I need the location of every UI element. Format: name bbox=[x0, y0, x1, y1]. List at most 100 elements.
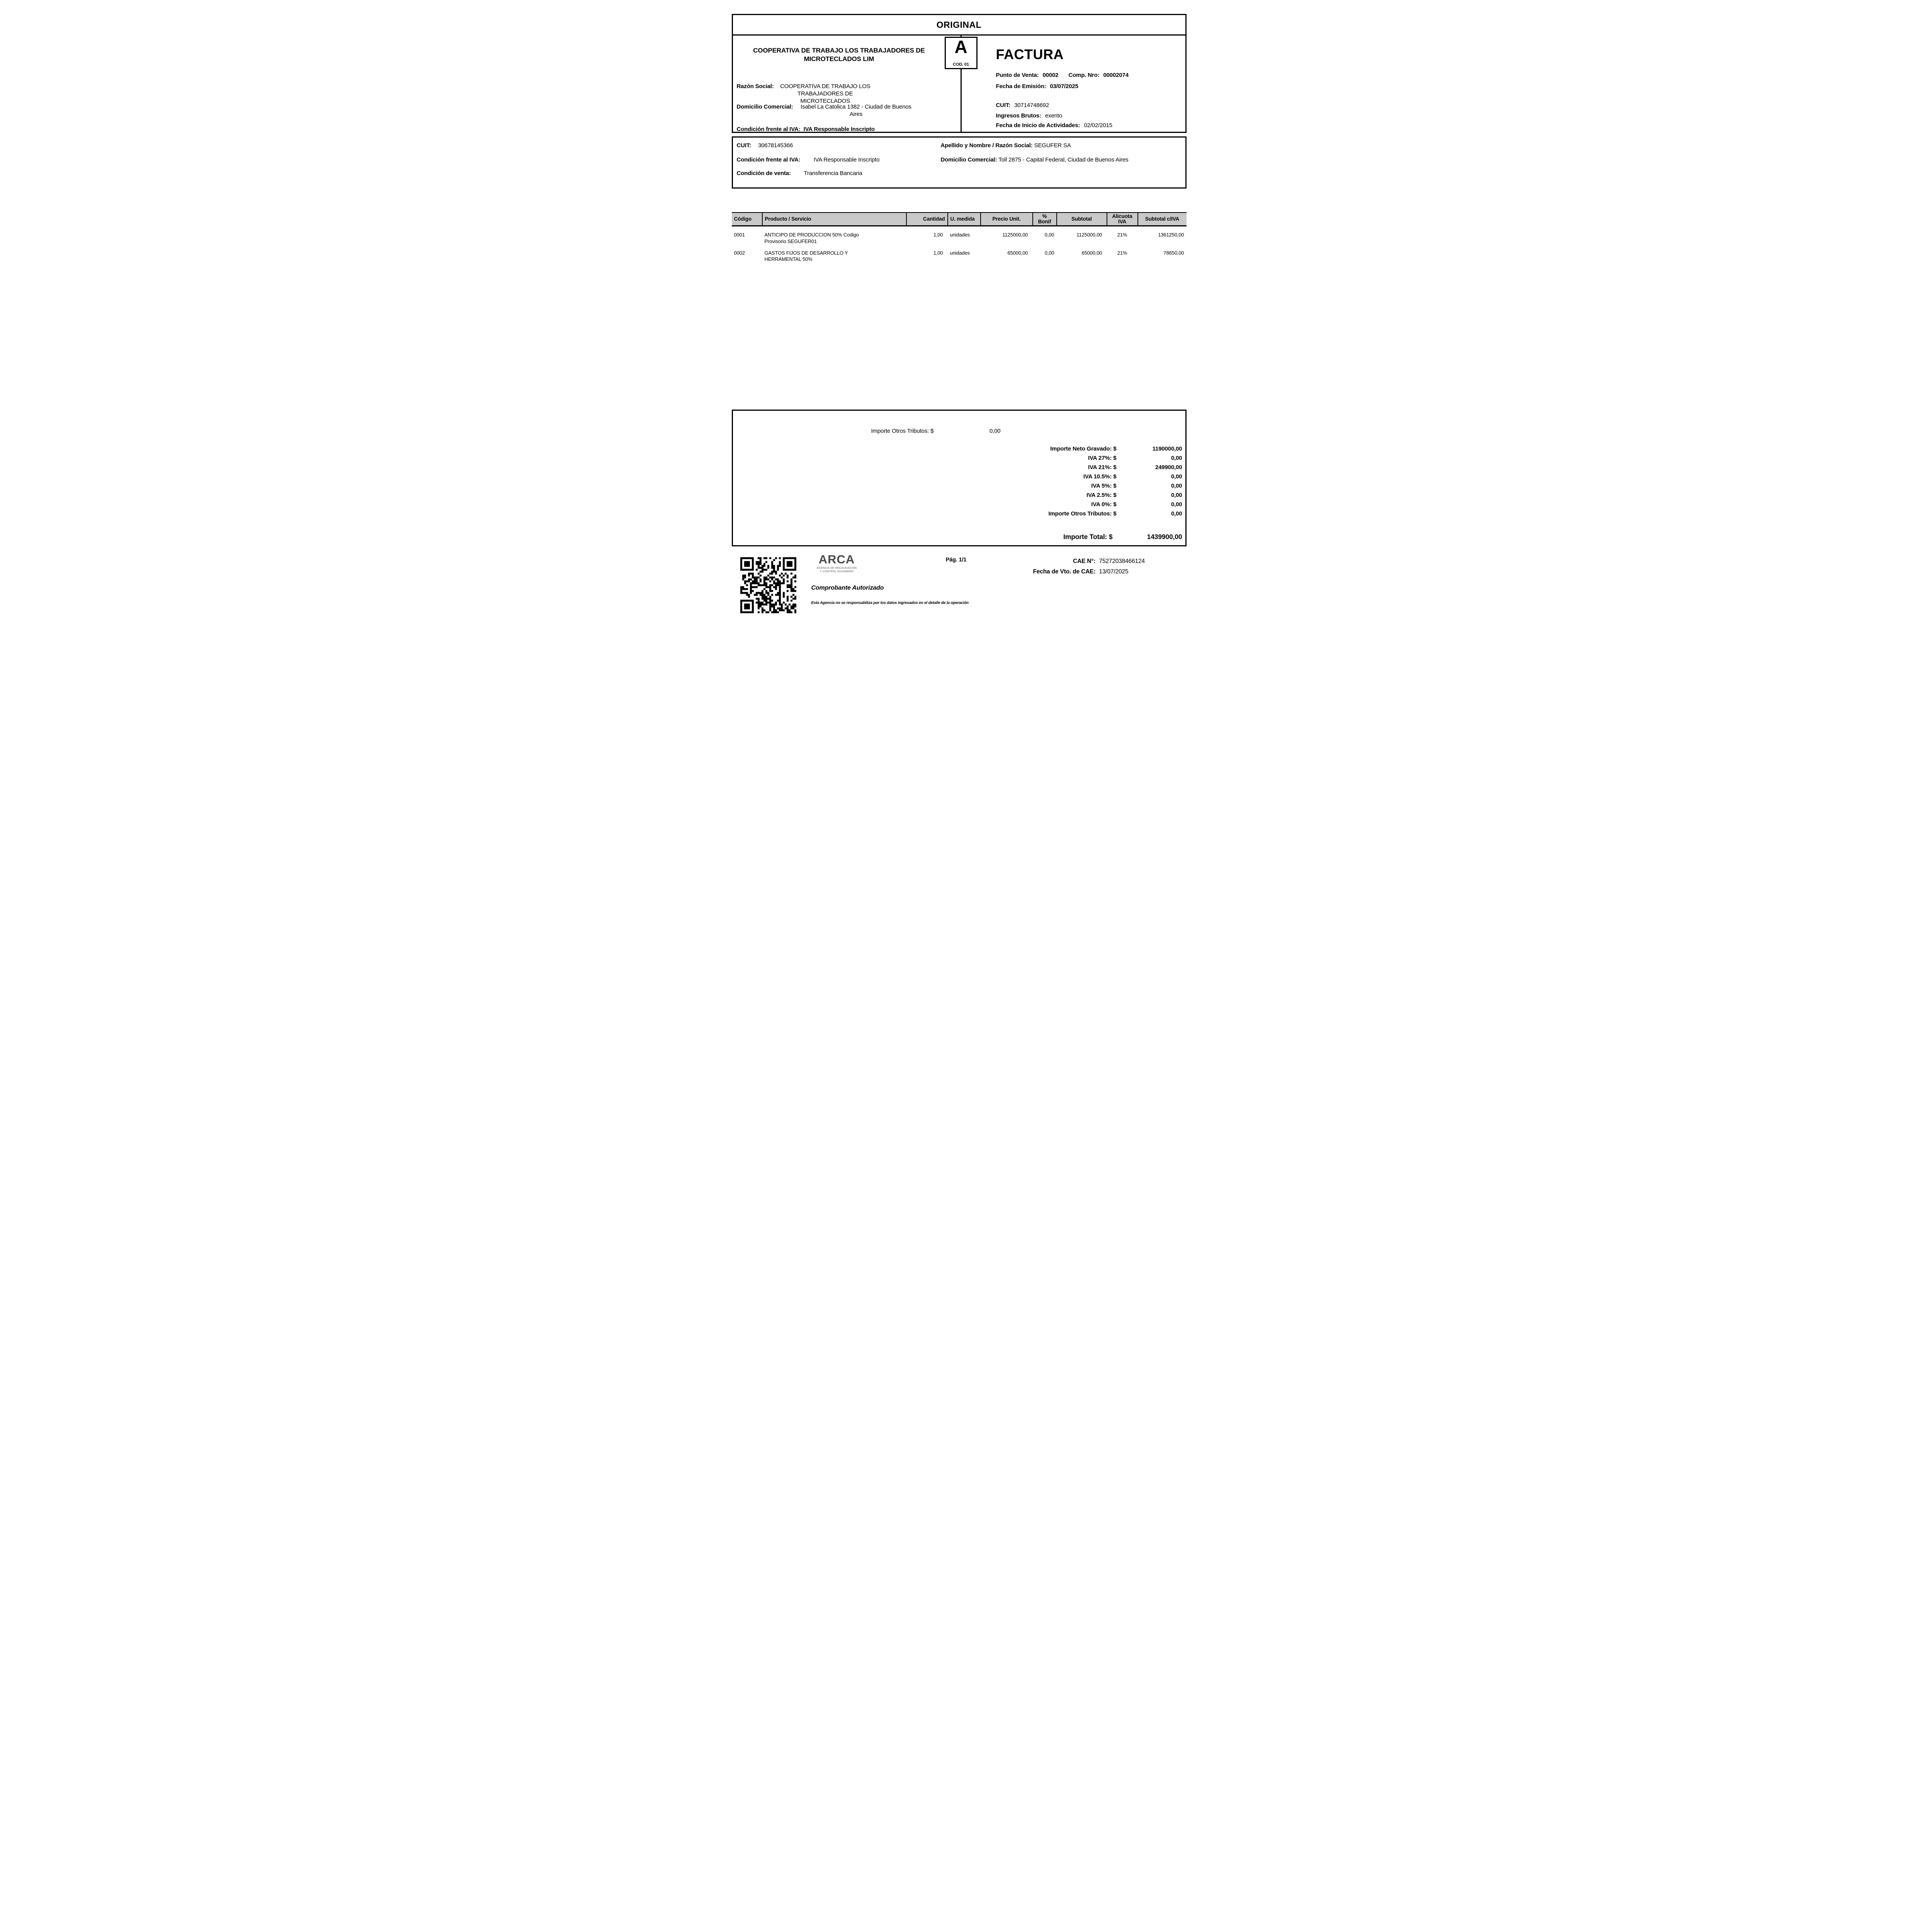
item-subtotal-iva: 1361250,00 bbox=[1158, 232, 1184, 238]
customer-name-label: Apellido y Nombre / Razón Social: bbox=[940, 142, 1033, 149]
header-u-medida: U. medida bbox=[947, 212, 981, 227]
total-row-value: 0,00 bbox=[1171, 501, 1182, 508]
ingresos-brutos-row: Ingresos Brutos: exento bbox=[996, 112, 1063, 119]
seller-razon-social-row: Razón Social: COOPERATIVA DE TRABAJO LOS… bbox=[737, 83, 874, 105]
customer-domicilio-label: Domicilio Comercial: bbox=[940, 156, 997, 163]
totals-grid: Importe Neto Gravado: $ 1190000,00 IVA 27… bbox=[1048, 446, 1182, 517]
cae-value: 75272038466124 bbox=[1099, 558, 1145, 565]
item-producto: GASTOS FIJOS DE DESARROLLO Y HERRAMENTAL… bbox=[764, 250, 848, 262]
item-u-medida: unidades bbox=[950, 232, 970, 238]
total-row-label: IVA 5%: $ bbox=[1091, 483, 1117, 489]
seller-domicilio-row: Domicilio Comercial: Isabel La Catolica … bbox=[737, 104, 916, 118]
total-row-value: 0,00 bbox=[1171, 473, 1182, 480]
importe-total-label: Importe Total: $ bbox=[1063, 533, 1113, 541]
item-cantidad: 1,00 bbox=[933, 232, 943, 238]
ingresos-brutos-value: exento bbox=[1045, 112, 1063, 119]
seller-company-name: COOPERATIVA DE TRABAJO LOS TRABAJADORES … bbox=[753, 47, 925, 63]
seller-cuit-value: 30714748692 bbox=[1014, 102, 1049, 109]
total-row-value: 0,00 bbox=[1171, 492, 1182, 498]
comprobante-autorizado: Comprobante Autorizado bbox=[811, 585, 884, 591]
total-row-label: IVA 2.5%: $ bbox=[1086, 492, 1117, 498]
total-row-label: Importe Otros Tributos: $ bbox=[1048, 510, 1117, 517]
item-bonif: 0,00 bbox=[1044, 250, 1054, 256]
customer-cuit: CUIT: 30678145366 bbox=[737, 142, 793, 149]
fecha-emision-row: Fecha de Emisión: 03/07/2025 bbox=[996, 83, 1078, 90]
header-bonif: % Bonif bbox=[1032, 212, 1057, 227]
punto-venta-label: Punto de Venta: bbox=[996, 72, 1039, 78]
arca-logo-subtitle-line1: AGENCIA DE RECAUDACIÓN bbox=[816, 567, 857, 570]
item-bonif: 0,00 bbox=[1044, 232, 1054, 238]
domicilio-label: Domicilio Comercial: bbox=[736, 104, 793, 110]
importe-total-value: 1439900,00 bbox=[1147, 533, 1182, 541]
item-subtotal: 1125000,00 bbox=[1076, 232, 1102, 238]
arca-logo-subtitle: AGENCIA DE RECAUDACIÓN Y CONTROL ADUANER… bbox=[811, 566, 863, 574]
customer-condicion-venta-value: Transferencia Bancaria bbox=[804, 170, 862, 177]
inicio-actividades-row: Fecha de Inicio de Actividades: 02/02/201… bbox=[996, 122, 1113, 129]
invoice-page: ORIGINAL COOPERATIVA DE TRABAJO LOS TRAB… bbox=[718, 0, 1198, 678]
arca-logo-subtitle-line2: Y CONTROL ADUANERO bbox=[819, 570, 854, 573]
invoice-letter-box: A COD. 01 bbox=[944, 37, 978, 69]
customer-cuit-label: CUIT: bbox=[736, 142, 751, 149]
fecha-emision-label: Fecha de Emisión: bbox=[996, 83, 1046, 90]
header-subtotal: Subtotal bbox=[1056, 212, 1107, 227]
header-subtotal-iva: Subtotal c/IVA bbox=[1137, 212, 1187, 227]
item-cantidad: 1,00 bbox=[933, 250, 943, 256]
total-row-label: IVA 21%: $ bbox=[1088, 464, 1117, 471]
fecha-emision-value: 03/07/2025 bbox=[1050, 83, 1078, 90]
qr-code bbox=[738, 555, 799, 616]
customer-domicilio-value: Toll 2875 - Capital Federal, Ciudad de B… bbox=[998, 156, 1129, 163]
otros-tributos-inline-value: 0,00 bbox=[989, 428, 1001, 434]
seller-panel: COOPERATIVA DE TRABAJO LOS TRABAJADORES … bbox=[733, 36, 961, 133]
customer-condicion-venta: Condición de venta: Transferencia Bancar… bbox=[737, 170, 862, 177]
ingresos-brutos-label: Ingresos Brutos: bbox=[996, 112, 1042, 119]
header-producto: Producto / Servicio bbox=[762, 212, 906, 227]
item-codigo: 0002 bbox=[734, 250, 745, 256]
totals-box: Importe Otros Tributos: $ 0,00 Importe N… bbox=[731, 410, 1187, 546]
customer-condicion-venta-label: Condición de venta: bbox=[736, 170, 791, 177]
razon-social-value: COOPERATIVA DE TRABAJO LOS TRABAJADORES … bbox=[780, 83, 870, 104]
copy-type-label: ORIGINAL bbox=[936, 19, 982, 30]
cae-vto-value: 13/07/2025 bbox=[1099, 568, 1129, 575]
item-subtotal: 65000,00 bbox=[1081, 250, 1102, 256]
total-row-value: 1190000,00 bbox=[1152, 446, 1182, 452]
inicio-actividades-value: 02/02/2015 bbox=[1084, 122, 1112, 129]
comp-nro-label: Comp. Nro: bbox=[1068, 72, 1100, 78]
total-row-label: Importe Neto Gravado: $ bbox=[1050, 446, 1117, 452]
customer-condicion-iva-label: Condición frente al IVA: bbox=[736, 156, 801, 163]
footer-disclaimer: Esta Agencia no se responsabiliza por lo… bbox=[811, 601, 969, 605]
item-codigo: 0001 bbox=[734, 232, 745, 238]
arca-logo: ARCA AGENCIA DE RECAUDACIÓN Y CONTROL AD… bbox=[811, 553, 863, 574]
item-producto: ANTICIPO DE PRODUCCION 50% Codigo Provis… bbox=[764, 232, 859, 244]
condicion-iva-label: Condición frente al IVA: bbox=[736, 126, 801, 133]
cae-label: CAE N°: bbox=[1073, 558, 1096, 565]
header-cantidad: Cantidad bbox=[906, 212, 948, 227]
punto-venta-row: Punto de Venta: 00002 Comp. Nro: 00002074 bbox=[996, 72, 1129, 78]
customer-condicion-iva-value: IVA Responsable Inscripto bbox=[813, 156, 880, 163]
header-precio-unit: Precio Unit. bbox=[980, 212, 1033, 227]
invoice-type-title: FACTURA bbox=[996, 46, 1064, 62]
total-row-label: IVA 10.5%: $ bbox=[1083, 473, 1117, 480]
customer-domicilio: Domicilio Comercial: Toll 2875 - Capital… bbox=[941, 156, 1129, 163]
header-box: COOPERATIVA DE TRABAJO LOS TRABAJADORES … bbox=[731, 34, 1187, 133]
page-number: Pág. 1/1 bbox=[945, 557, 967, 563]
seller-cuit-label: CUIT: bbox=[996, 102, 1011, 109]
items-table: Código Producto / Servicio Cantidad U. m… bbox=[731, 212, 1187, 262]
customer-name: Apellido y Nombre / Razón Social: SEGUFE… bbox=[941, 142, 1071, 149]
total-row-label: IVA 27%: $ bbox=[1088, 455, 1117, 461]
invoice-letter-code: COD. 01 bbox=[953, 62, 969, 67]
header-alicuota: Alicuota IVA bbox=[1106, 212, 1138, 227]
arca-logo-word: ARCA bbox=[818, 553, 855, 566]
invoice-meta-panel: FACTURA Punto de Venta: 00002 Comp. Nro: 00… bbox=[960, 36, 1185, 132]
customer-condicion-iva: Condición frente al IVA: IVA Responsable… bbox=[737, 156, 880, 163]
total-row-value: 0,00 bbox=[1171, 510, 1182, 517]
item-subtotal-iva: 78650,00 bbox=[1163, 250, 1184, 256]
total-row-label: IVA 0%: $ bbox=[1091, 501, 1117, 508]
otros-tributos-inline-label: Importe Otros Tributos: $ bbox=[871, 428, 934, 434]
customer-box: CUIT: 30678145366 Apellido y Nombre / Ra… bbox=[731, 136, 1187, 189]
otros-tributos-inline: Importe Otros Tributos: $ 0,00 bbox=[871, 428, 1001, 434]
copy-type-box: ORIGINAL bbox=[731, 14, 1187, 36]
comp-nro-value: 00002074 bbox=[1103, 72, 1129, 78]
domicilio-value: Isabel La Catolica 1382 - Ciudad de Buen… bbox=[801, 104, 911, 117]
total-row-value: 0,00 bbox=[1171, 455, 1182, 461]
razon-social-label: Razón Social: bbox=[736, 83, 774, 90]
